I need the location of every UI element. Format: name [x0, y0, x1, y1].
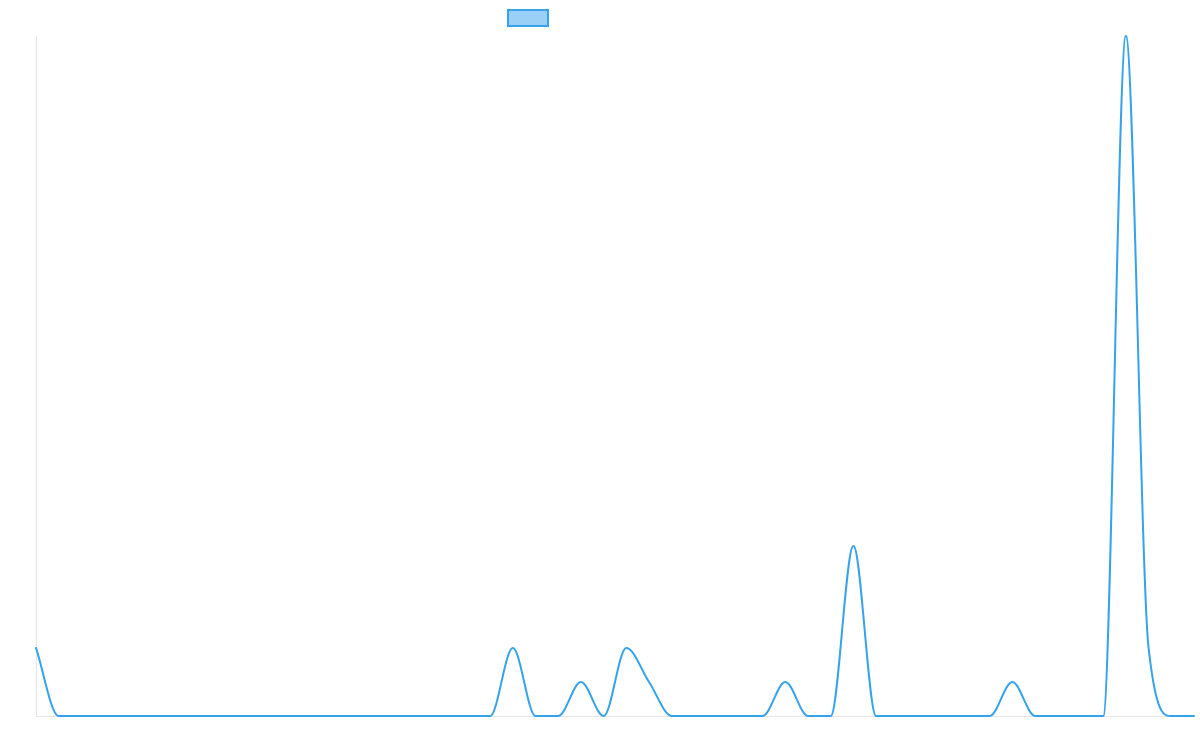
- data-point[interactable]: [461, 710, 473, 722]
- data-point[interactable]: [779, 676, 791, 688]
- data-point[interactable]: [575, 676, 587, 688]
- data-point[interactable]: [234, 710, 246, 722]
- data-point[interactable]: [1188, 710, 1200, 722]
- data-point[interactable]: [1052, 710, 1064, 722]
- data-point[interactable]: [620, 642, 632, 654]
- data-point[interactable]: [348, 710, 360, 722]
- data-point[interactable]: [1006, 676, 1018, 688]
- data-point[interactable]: [393, 710, 405, 722]
- data-point[interactable]: [961, 710, 973, 722]
- series-line-0[interactable]: [35, 35, 1195, 717]
- data-point[interactable]: [688, 710, 700, 722]
- data-point[interactable]: [144, 710, 156, 722]
- data-point[interactable]: [938, 710, 950, 722]
- data-point[interactable]: [98, 710, 110, 722]
- data-point[interactable]: [1074, 710, 1086, 722]
- data-point[interactable]: [757, 710, 769, 722]
- data-point[interactable]: [1120, 30, 1132, 42]
- data-point[interactable]: [711, 710, 723, 722]
- data-point[interactable]: [484, 710, 496, 722]
- data-point[interactable]: [302, 710, 314, 722]
- data-point[interactable]: [643, 676, 655, 688]
- data-point[interactable]: [121, 710, 133, 722]
- data-point[interactable]: [280, 710, 292, 722]
- legend-swatch[interactable]: [507, 9, 549, 27]
- data-point[interactable]: [870, 710, 882, 722]
- data-point[interactable]: [166, 710, 178, 722]
- data-point[interactable]: [825, 710, 837, 722]
- data-point[interactable]: [439, 710, 451, 722]
- data-point[interactable]: [530, 710, 542, 722]
- data-point[interactable]: [189, 710, 201, 722]
- data-point[interactable]: [847, 540, 859, 552]
- data-point[interactable]: [507, 642, 519, 654]
- data-point[interactable]: [734, 710, 746, 722]
- data-point[interactable]: [598, 710, 610, 722]
- data-point[interactable]: [916, 710, 928, 722]
- data-point[interactable]: [212, 710, 224, 722]
- data-point[interactable]: [75, 710, 87, 722]
- data-point[interactable]: [53, 710, 65, 722]
- data-point[interactable]: [1097, 710, 1109, 722]
- data-point[interactable]: [416, 710, 428, 722]
- data-point[interactable]: [893, 710, 905, 722]
- data-point[interactable]: [1143, 642, 1155, 654]
- data-point[interactable]: [1165, 710, 1177, 722]
- data-point[interactable]: [30, 642, 42, 654]
- data-point[interactable]: [552, 710, 564, 722]
- data-point[interactable]: [802, 710, 814, 722]
- data-point[interactable]: [371, 710, 383, 722]
- series-layer: [30, 30, 1200, 722]
- data-point[interactable]: [1029, 710, 1041, 722]
- data-point[interactable]: [984, 710, 996, 722]
- data-point[interactable]: [325, 710, 337, 722]
- data-point[interactable]: [257, 710, 269, 722]
- data-point[interactable]: [666, 710, 678, 722]
